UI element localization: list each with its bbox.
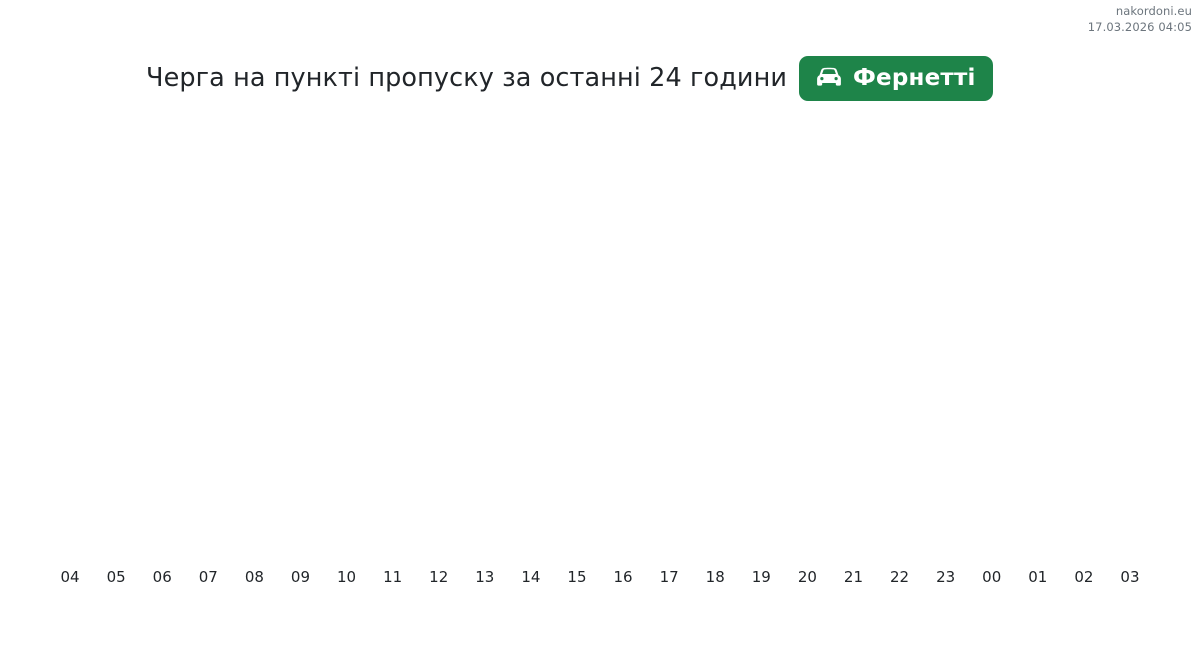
bar-slot[interactable] xyxy=(877,112,923,562)
x-tick-label: 00 xyxy=(982,568,1002,586)
x-tick-label: 05 xyxy=(106,568,126,586)
bar-slot[interactable] xyxy=(231,112,277,562)
bar-slot[interactable] xyxy=(784,112,830,562)
bar-slot[interactable] xyxy=(93,112,139,562)
bar-slot[interactable] xyxy=(600,112,646,562)
car-icon xyxy=(814,66,844,90)
x-tick-label: 10 xyxy=(336,568,357,586)
x-tick-label: 21 xyxy=(843,568,863,586)
bar-slot[interactable] xyxy=(1107,112,1153,562)
x-tick-label: 11 xyxy=(383,568,403,586)
bar-slot[interactable] xyxy=(508,112,554,562)
bar-slot[interactable] xyxy=(277,112,323,562)
bar-slot[interactable] xyxy=(969,112,1015,562)
bar-slot[interactable] xyxy=(139,112,185,562)
bar-slot[interactable] xyxy=(646,112,692,562)
bar-slot[interactable] xyxy=(324,112,370,562)
bar-slot[interactable] xyxy=(1015,112,1061,562)
x-tick-label: 22 xyxy=(889,568,910,586)
x-tick-label: 23 xyxy=(936,568,956,586)
x-tick-label: 15 xyxy=(567,568,587,586)
bar-slot[interactable] xyxy=(47,112,93,562)
x-tick-label: 07 xyxy=(198,568,218,586)
x-tick-label: 18 xyxy=(705,568,725,586)
bar-slot[interactable] xyxy=(185,112,231,562)
x-tick-label: 09 xyxy=(290,568,310,586)
chart-plot-area xyxy=(47,112,1153,562)
bar-slot[interactable] xyxy=(692,112,738,562)
bars-container xyxy=(47,112,1153,562)
x-tick-label: 20 xyxy=(797,568,817,586)
x-tick-label: 02 xyxy=(1074,568,1094,586)
bar-slot[interactable] xyxy=(1061,112,1107,562)
x-tick-label: 03 xyxy=(1120,568,1140,586)
x-tick-label: 12 xyxy=(429,568,449,586)
x-tick-label: 06 xyxy=(152,568,172,586)
bar-slot[interactable] xyxy=(830,112,876,562)
site-name: nakordoni.eu xyxy=(1115,4,1192,18)
timestamp: 17.03.2026 04:05 xyxy=(1087,19,1192,34)
bar-slot[interactable] xyxy=(923,112,969,562)
checkpoint-name: Фернетті xyxy=(853,64,976,91)
page-title: Черга на пункті пропуску за останні 24 г… xyxy=(146,62,788,93)
x-tick-label: 04 xyxy=(60,568,80,586)
x-tick-label: 01 xyxy=(1028,568,1048,586)
x-axis: 04 05 06 07 08 09 10 11 12 13 14 15 16 17 18 19 20 21 22 23… xyxy=(47,570,1153,596)
x-tick-label: 08 xyxy=(244,568,264,586)
bar-slot[interactable] xyxy=(416,112,462,562)
page-meta: nakordoni.eu 17.03.2026 04:05 xyxy=(1088,4,1192,35)
x-tick-label: 17 xyxy=(659,568,679,586)
chart-header: Черга на пункті пропуску за останні 24 г… xyxy=(0,56,1200,101)
x-tick-label: 19 xyxy=(751,568,771,586)
x-tick-label: 16 xyxy=(613,568,633,586)
bar-slot[interactable] xyxy=(370,112,416,562)
bar-slot[interactable] xyxy=(738,112,784,562)
bar-slot[interactable] xyxy=(462,112,508,562)
x-tick-label: 14 xyxy=(521,568,541,586)
x-tick-label: 13 xyxy=(475,568,495,586)
checkpoint-badge[interactable]: Фернетті xyxy=(799,56,993,101)
bar-slot[interactable] xyxy=(554,112,600,562)
